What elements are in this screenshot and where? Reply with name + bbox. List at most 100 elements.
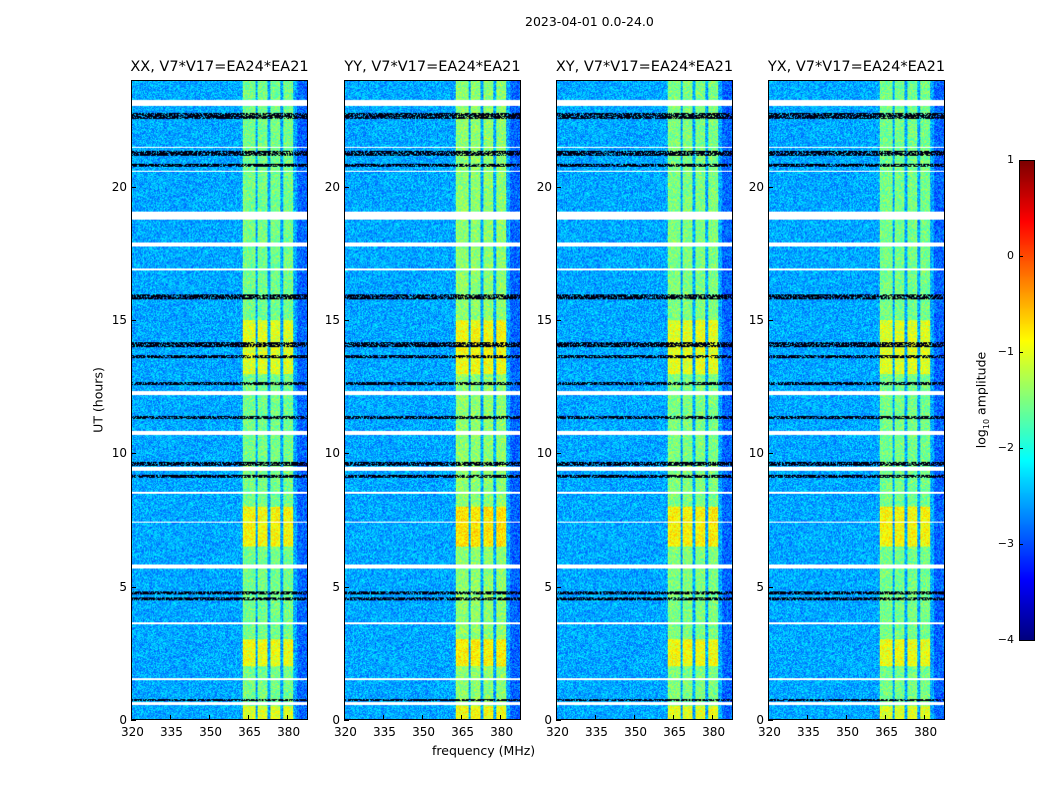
x-tick-label: 350 <box>199 725 222 739</box>
x-tick-label: 380 <box>490 725 514 739</box>
y-tick-label: 5 <box>756 579 764 594</box>
x-tick-label: 365 <box>238 725 262 739</box>
heatmap-xy <box>556 80 733 720</box>
y-tick-label: 15 <box>536 313 552 327</box>
x-tick-mark <box>209 715 211 720</box>
heatmap-yx <box>768 80 945 720</box>
y-tick-label: 5 <box>332 579 340 594</box>
x-tick-label: 380 <box>914 725 938 739</box>
x-tick-label: 365 <box>875 725 899 739</box>
y-tick-label: 10 <box>111 446 127 461</box>
y-tick-mark <box>131 720 136 721</box>
x-tick-label: 320 <box>546 725 569 739</box>
colorbar-tick-mark <box>1019 256 1023 257</box>
y-tick-label: 0 <box>332 713 340 727</box>
colorbar-label-log: log <box>973 429 989 449</box>
colorbar-label: log10 amplitude <box>973 352 991 448</box>
x-tick-label: 320 <box>121 725 144 739</box>
y-tick-label: 20 <box>111 179 127 194</box>
y-tick-label: 10 <box>324 446 340 461</box>
y-tick-mark <box>344 720 349 721</box>
x-tick-label: 335 <box>160 725 183 739</box>
colorbar-tick-label: −1 <box>997 345 1014 358</box>
x-tick-mark <box>634 715 636 720</box>
y-tick-mark <box>344 453 349 455</box>
y-tick-label: 20 <box>536 179 552 194</box>
x-tick-label: 350 <box>412 725 435 739</box>
x-tick-mark <box>595 715 597 720</box>
panel-title: XX, V7*V17=EA24*EA21 <box>130 59 309 75</box>
y-tick-mark <box>768 186 773 188</box>
x-tick-label: 365 <box>451 725 475 739</box>
colorbar-label-sub: 10 <box>981 418 991 430</box>
x-tick-mark <box>846 715 848 720</box>
colorbar-label-text: amplitude <box>973 351 989 419</box>
y-tick-mark <box>131 453 136 455</box>
colorbar-tick-mark <box>1019 160 1023 161</box>
x-tick-label: 350 <box>624 725 647 739</box>
x-tick-mark <box>807 715 809 720</box>
y-tick-mark <box>556 453 561 455</box>
colorbar-tick-mark <box>1019 640 1023 641</box>
colorbar-tick-label: 0 <box>1007 249 1014 262</box>
y-tick-mark <box>556 586 561 588</box>
x-tick-mark <box>768 715 769 720</box>
y-tick-mark <box>131 186 136 188</box>
colorbar <box>1019 160 1035 641</box>
panel-title: XY, V7*V17=EA24*EA21 <box>555 59 734 75</box>
x-tick-mark <box>287 715 289 720</box>
x-tick-mark <box>500 715 502 720</box>
x-tick-mark <box>712 715 714 720</box>
x-tick-mark <box>924 715 926 720</box>
y-tick-mark <box>768 320 773 321</box>
x-tick-label: 380 <box>702 725 726 739</box>
figure-title: 2023-04-01 0.0-24.0 <box>525 14 654 29</box>
colorbar-tick-label: −2 <box>997 441 1014 454</box>
y-tick-label: 15 <box>324 313 340 327</box>
x-tick-mark <box>885 715 887 720</box>
y-tick-label: 15 <box>748 313 764 327</box>
y-tick-label: 0 <box>544 713 552 727</box>
colorbar-tick-label: −4 <box>997 633 1014 646</box>
heatmap-xx <box>131 80 308 720</box>
heatmap-yy <box>344 80 521 720</box>
colorbar-tick-mark <box>1019 448 1023 449</box>
x-tick-mark <box>344 715 345 720</box>
y-tick-mark <box>131 320 136 321</box>
y-axis-label: UT (hours) <box>90 367 106 433</box>
y-tick-label: 0 <box>119 713 127 727</box>
y-tick-mark <box>556 320 561 321</box>
colorbar-tick-mark <box>1019 544 1023 545</box>
colorbar-tick-label: 1 <box>1007 153 1014 166</box>
y-tick-mark <box>556 186 561 188</box>
x-tick-mark <box>422 715 424 720</box>
x-tick-label: 320 <box>334 725 357 739</box>
y-tick-label: 5 <box>544 579 552 594</box>
x-tick-label: 320 <box>758 725 781 739</box>
y-tick-label: 0 <box>756 713 764 727</box>
x-tick-label: 335 <box>585 725 608 739</box>
y-tick-label: 5 <box>119 579 127 594</box>
y-tick-label: 15 <box>111 313 127 327</box>
x-tick-label: 335 <box>797 725 820 739</box>
y-tick-mark <box>768 720 773 721</box>
x-tick-mark <box>673 715 675 720</box>
panel-title: YX, V7*V17=EA24*EA21 <box>767 59 946 75</box>
y-tick-label: 10 <box>536 446 552 461</box>
y-tick-mark <box>768 586 773 588</box>
x-tick-mark <box>383 715 385 720</box>
y-tick-mark <box>556 720 561 721</box>
x-tick-mark <box>461 715 463 720</box>
y-tick-mark <box>131 586 136 588</box>
y-tick-mark <box>344 186 349 188</box>
x-tick-label: 380 <box>277 725 301 739</box>
x-tick-label: 335 <box>373 725 396 739</box>
y-tick-label: 10 <box>748 446 764 461</box>
y-tick-mark <box>344 320 349 321</box>
panel-title: YY, V7*V17=EA24*EA21 <box>344 59 521 75</box>
x-tick-mark <box>556 715 557 720</box>
x-tick-mark <box>170 715 172 720</box>
x-axis-label: frequency (MHz) <box>432 743 536 758</box>
x-tick-label: 365 <box>663 725 687 739</box>
